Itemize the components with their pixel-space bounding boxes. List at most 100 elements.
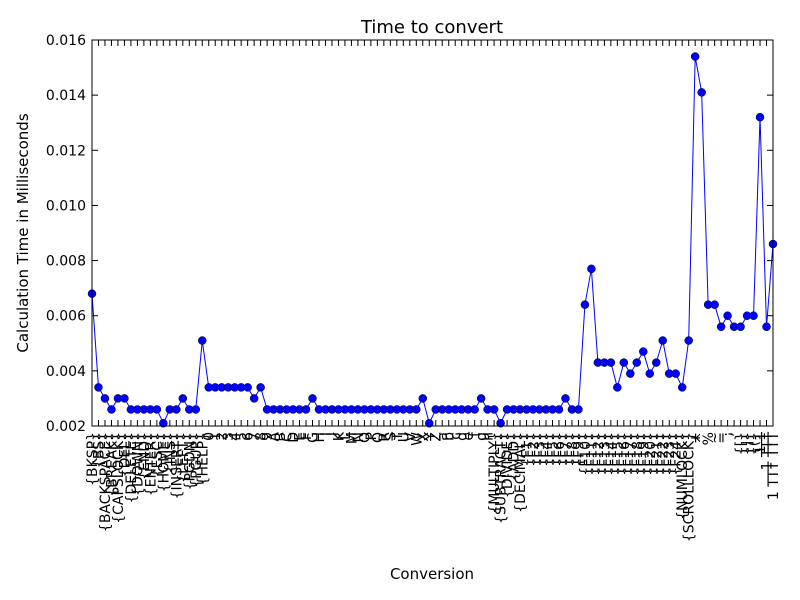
x-tick-label: b [442, 432, 458, 441]
x-tick-label: Q [370, 432, 386, 443]
x-tick-label: {F11} [584, 432, 600, 476]
x-tick-label: {F9} [571, 432, 587, 467]
marker [159, 418, 168, 428]
y-tick-label: 0.010 [46, 198, 86, 214]
marker [736, 322, 745, 331]
line [91, 56, 774, 425]
x-tick-label: P [364, 432, 380, 440]
marker [671, 369, 680, 378]
x-tick-label: {F13} [597, 432, 613, 476]
marker [639, 347, 648, 356]
x-tick-label: U [396, 432, 412, 442]
x-tick-label: S [383, 432, 399, 441]
marker [172, 405, 181, 414]
x-tick-label: {F19} [636, 432, 652, 476]
marker [587, 264, 596, 274]
x-tick-label: A [267, 432, 283, 442]
marker [470, 405, 479, 414]
x-tick-label: ^ [695, 432, 711, 444]
x-tick-label: {F12} [591, 432, 607, 476]
x-tick-label: 1 TTT TTT [766, 432, 782, 501]
x-tick-label: a [435, 432, 451, 441]
x-tick-label: X [416, 432, 432, 442]
x-tick-label: 9 [260, 432, 276, 441]
x-tick-label: {BS} [91, 432, 107, 468]
marker [749, 311, 758, 320]
x-tick-label: {[} [734, 432, 750, 455]
x-tick-label: L [338, 432, 354, 440]
y-tick-label: 0.012 [46, 143, 86, 159]
marker [658, 336, 667, 345]
x-tick-label: 5 [234, 432, 250, 441]
marker [178, 394, 188, 403]
x-tick-label: {NUMLOCK} [675, 432, 691, 520]
marker [645, 369, 655, 378]
x-tick-label: 1 1 [753, 432, 769, 454]
x-tick-label: {BKSP} [85, 432, 101, 486]
x-tick-label: {F21} [649, 432, 665, 476]
x-tick-label: {F20} [643, 432, 659, 476]
x-tick-label: {F2} [526, 432, 542, 467]
x-tick-label: {CAPSLOCK} [111, 432, 127, 524]
x-tick-label: + [688, 432, 704, 444]
x-tick-label: {SCROLLLOCK} [682, 432, 698, 542]
marker [489, 405, 499, 414]
x-tick-label: 6 [241, 432, 257, 441]
x-tick-label: {F3} [533, 432, 549, 467]
marker [308, 394, 317, 403]
x-tick-label: {ENTER} [143, 432, 159, 496]
x-tick-label: K [331, 431, 347, 441]
x-tick-label: {F23} [662, 432, 678, 476]
x-tick-label: E [293, 432, 309, 441]
x-tick-label: {ESC} [150, 432, 166, 477]
x-tick-label: {PGUP} [189, 432, 205, 488]
x-tick-label: H [312, 432, 328, 443]
x-tick-label: {F10} [578, 432, 594, 476]
x-tick-label: C [280, 432, 296, 442]
marker [120, 394, 129, 403]
x-tick-label: {INS} [163, 432, 179, 473]
x-tick-label: 0 [202, 432, 218, 441]
marker [684, 336, 693, 345]
x-tick-label: {END} [137, 432, 153, 480]
x-tick-label: {DECIMAL} [513, 432, 529, 513]
x-tick-label: {F15} [610, 432, 626, 476]
x-tick-label: = [714, 432, 730, 444]
x-tick-label: {DEL} [117, 432, 133, 477]
marker [561, 394, 570, 403]
marker [762, 322, 771, 331]
x-tick-label: d [455, 432, 471, 441]
marker [632, 358, 642, 367]
x-tick-label: {PGDN} [182, 432, 198, 490]
y-tick-label: 0.014 [46, 88, 86, 104]
x-tick-label: {F8} [565, 432, 581, 467]
x-tick-label: {]} [740, 432, 756, 455]
x-tick-label: {F14} [604, 432, 620, 476]
y-tick-label: 0.002 [46, 419, 86, 435]
x-tick-label: B [273, 432, 289, 442]
x-tick-label: {F22} [656, 432, 672, 476]
x-tick-label: W [409, 432, 425, 446]
x-tick-label: {F1} [520, 432, 536, 467]
marker [626, 369, 635, 378]
x-tick-label: M [344, 432, 360, 444]
x-tick-label: {(} [747, 432, 763, 455]
x-tick-label: 8 [254, 432, 270, 441]
y-tick-label: 0.008 [46, 254, 86, 270]
x-tick-label: I [318, 432, 334, 436]
x-tick-label: h [481, 432, 497, 441]
x-tick-label: V [403, 432, 419, 442]
marker [496, 418, 505, 428]
x-tick-label: 3 [221, 432, 237, 441]
marker [580, 300, 590, 309]
x-tick-label: F [299, 432, 315, 440]
x-tick-label: {F24} [669, 432, 685, 476]
x-tick-label: ; [721, 432, 737, 437]
marker [619, 358, 629, 367]
marker [554, 405, 564, 414]
marker [198, 336, 207, 345]
plot-frame [91, 39, 774, 427]
x-tick-label: {INSERT} [169, 432, 185, 499]
